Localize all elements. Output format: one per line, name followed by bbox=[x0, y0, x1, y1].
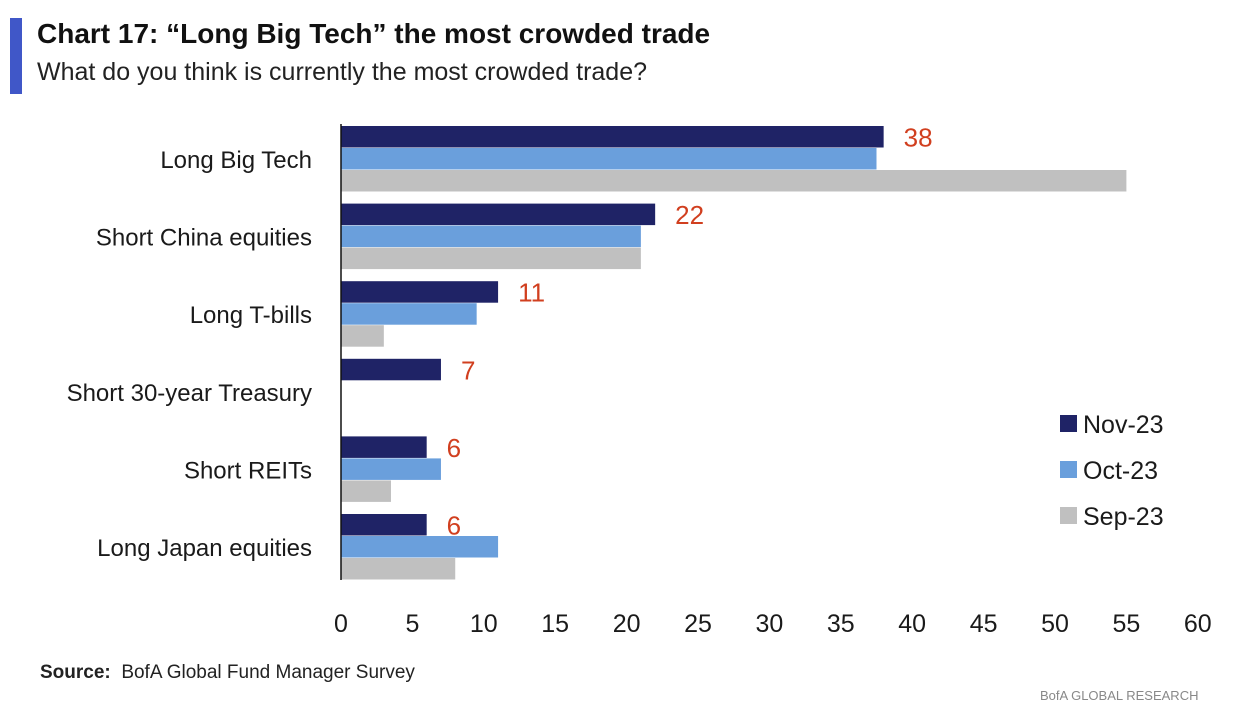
data-label: 6 bbox=[447, 511, 461, 541]
source-note: Source: BofA Global Fund Manager Survey bbox=[40, 662, 415, 684]
chart-title: Chart 17: “Long Big Tech” the most crowd… bbox=[37, 18, 711, 49]
source-text: BofA Global Fund Manager Survey bbox=[121, 662, 415, 683]
legend-swatch-nov-23 bbox=[1060, 415, 1077, 432]
legend-label: Nov-23 bbox=[1083, 411, 1164, 439]
bar-sep-23-1 bbox=[341, 170, 1127, 192]
x-tick-label: 25 bbox=[684, 610, 712, 638]
x-tick-label: 50 bbox=[1041, 610, 1069, 638]
legend-swatch-sep-23 bbox=[1060, 507, 1077, 524]
source-label: Source: bbox=[40, 662, 111, 683]
footer-watermark: BofA GLOBAL RESEARCH bbox=[1040, 688, 1199, 703]
data-label: 6 bbox=[447, 433, 461, 463]
bar-nov-23-4 bbox=[341, 358, 441, 381]
legend-label: Sep-23 bbox=[1083, 503, 1164, 531]
bar-oct-23-5 bbox=[341, 458, 441, 480]
category-label: Long Japan equities bbox=[97, 535, 312, 562]
category-label: Long T-bills bbox=[190, 302, 312, 329]
x-tick-label: 35 bbox=[827, 610, 855, 638]
bar-oct-23-3 bbox=[341, 303, 477, 325]
title-accent-bar bbox=[10, 18, 22, 94]
bar-oct-23-6 bbox=[341, 536, 499, 558]
category-label: Long Big Tech bbox=[160, 147, 312, 174]
x-tick-label: 0 bbox=[334, 610, 348, 638]
bar-nov-23-1 bbox=[341, 126, 884, 148]
x-tick-label: 40 bbox=[898, 610, 926, 638]
bar-sep-23-5 bbox=[341, 480, 391, 502]
x-tick-label: 20 bbox=[613, 610, 641, 638]
data-label: 22 bbox=[675, 200, 704, 230]
bar-nov-23-3 bbox=[341, 281, 499, 303]
x-tick-label: 30 bbox=[755, 610, 783, 638]
category-label: Short 30-year Treasury bbox=[67, 380, 312, 407]
legend-label: Oct-23 bbox=[1083, 457, 1158, 485]
bar-sep-23-6 bbox=[341, 558, 456, 580]
bar-nov-23-5 bbox=[341, 436, 427, 458]
x-tick-label: 45 bbox=[970, 610, 998, 638]
x-tick-label: 55 bbox=[1112, 610, 1140, 638]
category-label: Short China equities bbox=[96, 225, 312, 252]
chart-subtitle: What do you think is currently the most … bbox=[37, 58, 648, 86]
data-label: 7 bbox=[461, 355, 475, 385]
data-label: 11 bbox=[518, 278, 545, 308]
bar-oct-23-2 bbox=[341, 225, 641, 248]
bar-oct-23-1 bbox=[341, 148, 877, 170]
data-label: 38 bbox=[904, 123, 933, 153]
x-tick-label: 5 bbox=[405, 610, 419, 638]
bar-sep-23-2 bbox=[341, 247, 641, 270]
bar-nov-23-2 bbox=[341, 203, 656, 226]
category-label: Short REITs bbox=[184, 457, 312, 484]
bar-sep-23-3 bbox=[341, 325, 384, 347]
x-tick-label: 10 bbox=[470, 610, 498, 638]
legend-swatch-oct-23 bbox=[1060, 461, 1077, 478]
x-tick-label: 60 bbox=[1184, 610, 1212, 638]
bar-nov-23-6 bbox=[341, 514, 427, 536]
x-tick-label: 15 bbox=[541, 610, 569, 638]
